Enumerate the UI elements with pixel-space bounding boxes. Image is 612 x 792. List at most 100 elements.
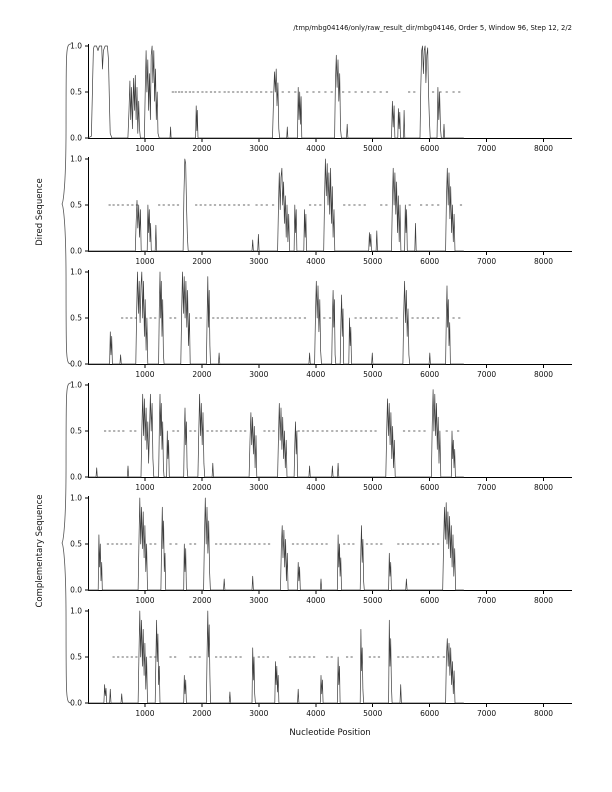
- site-marker: [134, 317, 137, 319]
- x-tick-label: 6000: [420, 483, 439, 492]
- site-marker: [316, 430, 319, 432]
- figure-title: /tmp/mbg04146/only/raw_result_dir/mbg041…: [293, 24, 572, 32]
- site-marker: [219, 543, 222, 545]
- site-marker: [431, 91, 435, 93]
- site-marker: [370, 543, 373, 545]
- site-marker: [236, 91, 239, 93]
- site-marker: [192, 91, 195, 93]
- site-marker: [245, 91, 248, 93]
- site-marker: [308, 656, 311, 658]
- site-marker: [108, 430, 111, 432]
- site-marker: [416, 656, 419, 658]
- site-marker: [149, 317, 152, 319]
- site-marker: [437, 543, 440, 545]
- site-marker: [172, 204, 175, 206]
- x-tick-label: 1000: [135, 257, 154, 266]
- site-marker: [375, 317, 378, 319]
- site-marker: [437, 656, 440, 658]
- site-marker: [379, 91, 382, 93]
- site-marker: [348, 204, 351, 206]
- site-marker: [196, 91, 199, 93]
- site-marker: [408, 91, 411, 93]
- site-marker: [255, 317, 258, 319]
- y-tick-label: 0.5: [70, 540, 82, 549]
- site-marker: [238, 543, 242, 545]
- site-marker: [321, 430, 324, 432]
- site-marker: [445, 91, 448, 93]
- site-marker: [260, 204, 263, 206]
- x-tick-label: 7000: [477, 483, 496, 492]
- site-marker: [426, 656, 430, 658]
- site-marker: [406, 656, 409, 658]
- site-marker: [247, 204, 250, 206]
- site-marker: [385, 204, 388, 206]
- site-marker: [225, 430, 228, 432]
- site-marker: [408, 204, 411, 206]
- site-marker: [363, 204, 366, 206]
- site-marker: [306, 430, 309, 432]
- site-marker: [421, 317, 424, 319]
- site-marker: [364, 317, 367, 319]
- site-marker: [319, 204, 322, 206]
- site-marker: [442, 656, 445, 658]
- x-tick-label: 2000: [192, 709, 211, 718]
- site-marker: [289, 656, 292, 658]
- site-marker: [452, 91, 455, 93]
- site-marker: [201, 91, 204, 93]
- site-marker: [269, 317, 272, 319]
- site-marker: [330, 91, 333, 93]
- site-marker: [272, 430, 275, 432]
- site-marker: [218, 91, 221, 93]
- site-marker: [355, 430, 358, 432]
- site-marker: [122, 430, 125, 432]
- site-marker: [431, 543, 435, 545]
- site-marker: [360, 430, 363, 432]
- site-marker: [121, 317, 124, 319]
- site-marker: [352, 543, 355, 545]
- site-marker: [308, 204, 312, 206]
- site-marker: [130, 656, 133, 658]
- site-marker: [375, 543, 378, 545]
- site-marker: [149, 543, 152, 545]
- site-marker: [175, 543, 178, 545]
- site-marker: [350, 430, 353, 432]
- site-marker: [306, 91, 309, 93]
- site-marker: [274, 317, 278, 319]
- site-marker: [306, 543, 309, 545]
- x-tick-label: 1000: [135, 483, 154, 492]
- site-marker: [263, 543, 266, 545]
- site-marker: [406, 543, 410, 545]
- site-marker: [189, 543, 192, 545]
- y-tick-label: 0.0: [70, 586, 82, 595]
- site-marker: [199, 317, 202, 319]
- site-marker: [154, 543, 157, 545]
- x-tick-label: 5000: [363, 709, 382, 718]
- x-tick-label: 2000: [192, 483, 211, 492]
- site-marker: [224, 656, 227, 658]
- probability-trace: [87, 45, 464, 139]
- site-marker: [129, 543, 132, 545]
- site-marker: [293, 656, 296, 658]
- x-tick-label: 8000: [534, 596, 553, 605]
- site-marker: [215, 430, 218, 432]
- site-marker: [397, 656, 400, 658]
- site-marker: [234, 543, 237, 545]
- site-marker: [234, 430, 238, 432]
- site-marker: [167, 204, 170, 206]
- x-tick-label: 7000: [477, 709, 496, 718]
- site-marker: [193, 656, 197, 658]
- site-marker: [258, 543, 261, 545]
- site-marker: [215, 656, 218, 658]
- y-tick-label: 1.0: [70, 42, 82, 51]
- y-tick-label: 0.5: [70, 314, 82, 323]
- panel-chart-complementary-panel-1: 0.0 0.5 1.0 1000 2000 3000 4000 5000 6000 7000 800…: [70, 381, 572, 492]
- site-marker: [397, 543, 400, 545]
- site-marker: [311, 543, 314, 545]
- site-marker: [216, 317, 219, 319]
- site-marker: [416, 317, 419, 319]
- site-marker: [193, 543, 197, 545]
- x-tick-label: 3000: [249, 483, 268, 492]
- site-marker: [106, 543, 110, 545]
- x-tick-label: 2000: [192, 370, 211, 379]
- site-marker: [125, 543, 128, 545]
